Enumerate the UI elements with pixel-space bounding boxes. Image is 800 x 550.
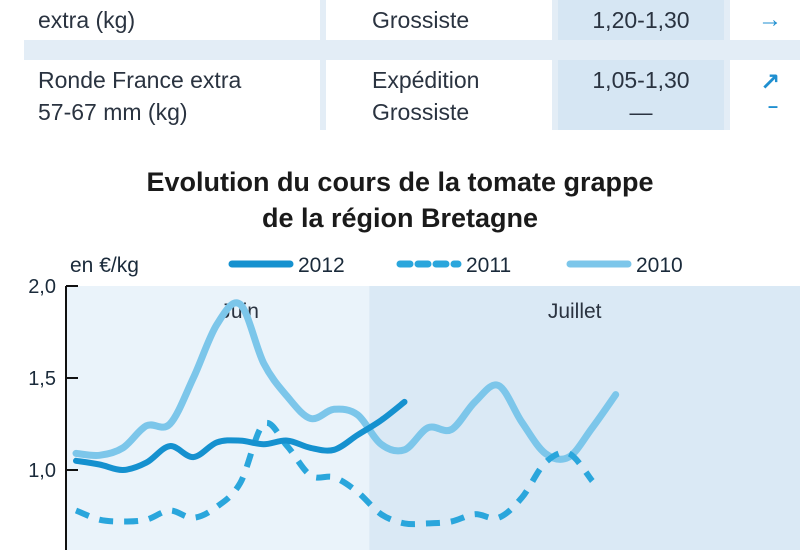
trend-dash: – [768,96,779,116]
table-row [24,0,320,40]
series-line-2010 [72,299,620,463]
y-tick-label: 1,0 [28,460,56,482]
market-stage: Expédition Grossiste [372,67,480,125]
product-name: Ronde France extra 57-67 mm (kg) [38,67,242,125]
price-range: 1,20-1,30 [592,7,690,33]
y-axis: 2,01,51,00,5 [28,276,78,550]
table-row [24,60,320,130]
y-tick-label: 2,0 [28,276,56,298]
series-line-2012 [73,398,408,473]
series-line-2011 [74,419,595,528]
unit-label: en €/kg [70,254,139,277]
price-table: extra (kg) Grossiste 1,20-1,30 → Ronde F… [24,0,800,130]
legend: 2012 2011 2010 [228,254,683,277]
legend-label-2011: 2011 [466,254,511,277]
series-lines [72,299,620,528]
arrow-up-right-icon: ↗ [760,69,781,96]
product-name: extra (kg) [38,7,136,33]
legend-label-2010: 2010 [636,254,683,277]
price-range: 1,05-1,30 — [592,67,690,125]
july-background [369,286,800,550]
chart-title: Evolution du cours de la tomate grappe d… [146,167,654,233]
legend-label-2012: 2012 [298,254,345,277]
arrow-right-icon: → [758,6,782,33]
market-stage: Grossiste [372,7,470,33]
y-tick-label: 1,5 [28,368,56,390]
month-label: Juillet [548,300,602,323]
